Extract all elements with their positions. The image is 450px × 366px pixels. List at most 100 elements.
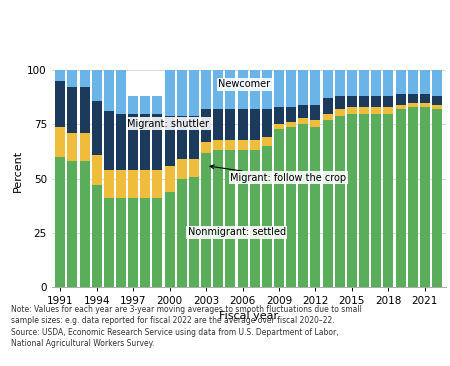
- Bar: [371, 96, 381, 107]
- Text: Migrant: follow the crop: Migrant: follow the crop: [210, 165, 346, 183]
- Bar: [298, 70, 308, 105]
- Bar: [323, 113, 333, 120]
- Bar: [140, 198, 150, 287]
- Bar: [323, 120, 333, 287]
- Bar: [68, 133, 77, 161]
- Bar: [140, 113, 150, 170]
- Bar: [347, 96, 357, 107]
- Bar: [165, 192, 175, 287]
- Bar: [371, 70, 381, 96]
- Bar: [432, 70, 442, 96]
- Bar: [262, 70, 272, 109]
- Bar: [189, 159, 199, 176]
- Bar: [116, 70, 126, 113]
- Bar: [153, 170, 162, 198]
- Bar: [420, 94, 430, 103]
- Bar: [116, 113, 126, 170]
- Bar: [238, 70, 248, 109]
- Bar: [225, 139, 235, 150]
- Bar: [104, 198, 114, 287]
- Bar: [55, 70, 65, 81]
- Bar: [55, 127, 65, 157]
- Bar: [347, 107, 357, 113]
- Bar: [238, 150, 248, 287]
- Bar: [201, 153, 211, 287]
- Bar: [55, 157, 65, 287]
- Y-axis label: Percent: Percent: [13, 150, 23, 192]
- Bar: [140, 96, 150, 113]
- Bar: [262, 138, 272, 146]
- Bar: [250, 139, 260, 150]
- Bar: [310, 127, 320, 287]
- Bar: [359, 107, 369, 113]
- Bar: [250, 70, 260, 109]
- Bar: [177, 159, 187, 179]
- Bar: [359, 96, 369, 107]
- Bar: [213, 150, 223, 287]
- Bar: [189, 116, 199, 159]
- Bar: [92, 155, 102, 185]
- Bar: [68, 161, 77, 287]
- Bar: [177, 179, 187, 287]
- Bar: [383, 113, 393, 287]
- Bar: [335, 116, 345, 287]
- Bar: [274, 70, 284, 107]
- Bar: [347, 70, 357, 96]
- Bar: [383, 96, 393, 107]
- Bar: [262, 146, 272, 287]
- Bar: [310, 70, 320, 105]
- Bar: [274, 124, 284, 129]
- Bar: [225, 70, 235, 109]
- Bar: [286, 107, 296, 122]
- X-axis label: Fiscal year: Fiscal year: [219, 310, 278, 321]
- Bar: [262, 109, 272, 138]
- Bar: [286, 127, 296, 287]
- Bar: [432, 96, 442, 105]
- Bar: [201, 142, 211, 153]
- Bar: [408, 70, 418, 94]
- Bar: [335, 109, 345, 116]
- Bar: [165, 166, 175, 192]
- Bar: [128, 198, 138, 287]
- Bar: [432, 105, 442, 109]
- Bar: [238, 109, 248, 139]
- Bar: [189, 176, 199, 287]
- Bar: [213, 70, 223, 109]
- Bar: [153, 96, 162, 113]
- Bar: [189, 70, 199, 116]
- Bar: [213, 109, 223, 139]
- Text: Newcomer: Newcomer: [218, 79, 270, 89]
- Bar: [298, 118, 308, 124]
- Bar: [396, 94, 405, 105]
- Bar: [396, 70, 405, 94]
- Text: Migration patterns of hired crop farmworkers, fiscal 1991–2022: Migration patterns of hired crop farmwor…: [11, 18, 433, 31]
- Bar: [274, 129, 284, 287]
- Bar: [201, 109, 211, 142]
- Bar: [80, 70, 90, 87]
- Bar: [104, 170, 114, 198]
- Bar: [153, 113, 162, 170]
- Bar: [408, 103, 418, 107]
- Bar: [396, 105, 405, 109]
- Bar: [165, 116, 175, 166]
- Text: Note: Values for each year are 3-year moving averages to smooth fluctuations due: Note: Values for each year are 3-year mo…: [11, 305, 362, 348]
- Bar: [359, 113, 369, 287]
- Bar: [128, 170, 138, 198]
- Bar: [286, 70, 296, 107]
- Bar: [408, 94, 418, 103]
- Bar: [396, 109, 405, 287]
- Bar: [432, 109, 442, 287]
- Bar: [238, 139, 248, 150]
- Bar: [408, 107, 418, 287]
- Bar: [310, 105, 320, 120]
- Bar: [177, 70, 187, 116]
- Bar: [225, 109, 235, 139]
- Bar: [92, 101, 102, 155]
- Bar: [68, 70, 77, 87]
- Bar: [359, 70, 369, 96]
- Bar: [347, 113, 357, 287]
- Bar: [153, 198, 162, 287]
- Bar: [165, 70, 175, 116]
- Bar: [128, 96, 138, 113]
- Bar: [140, 170, 150, 198]
